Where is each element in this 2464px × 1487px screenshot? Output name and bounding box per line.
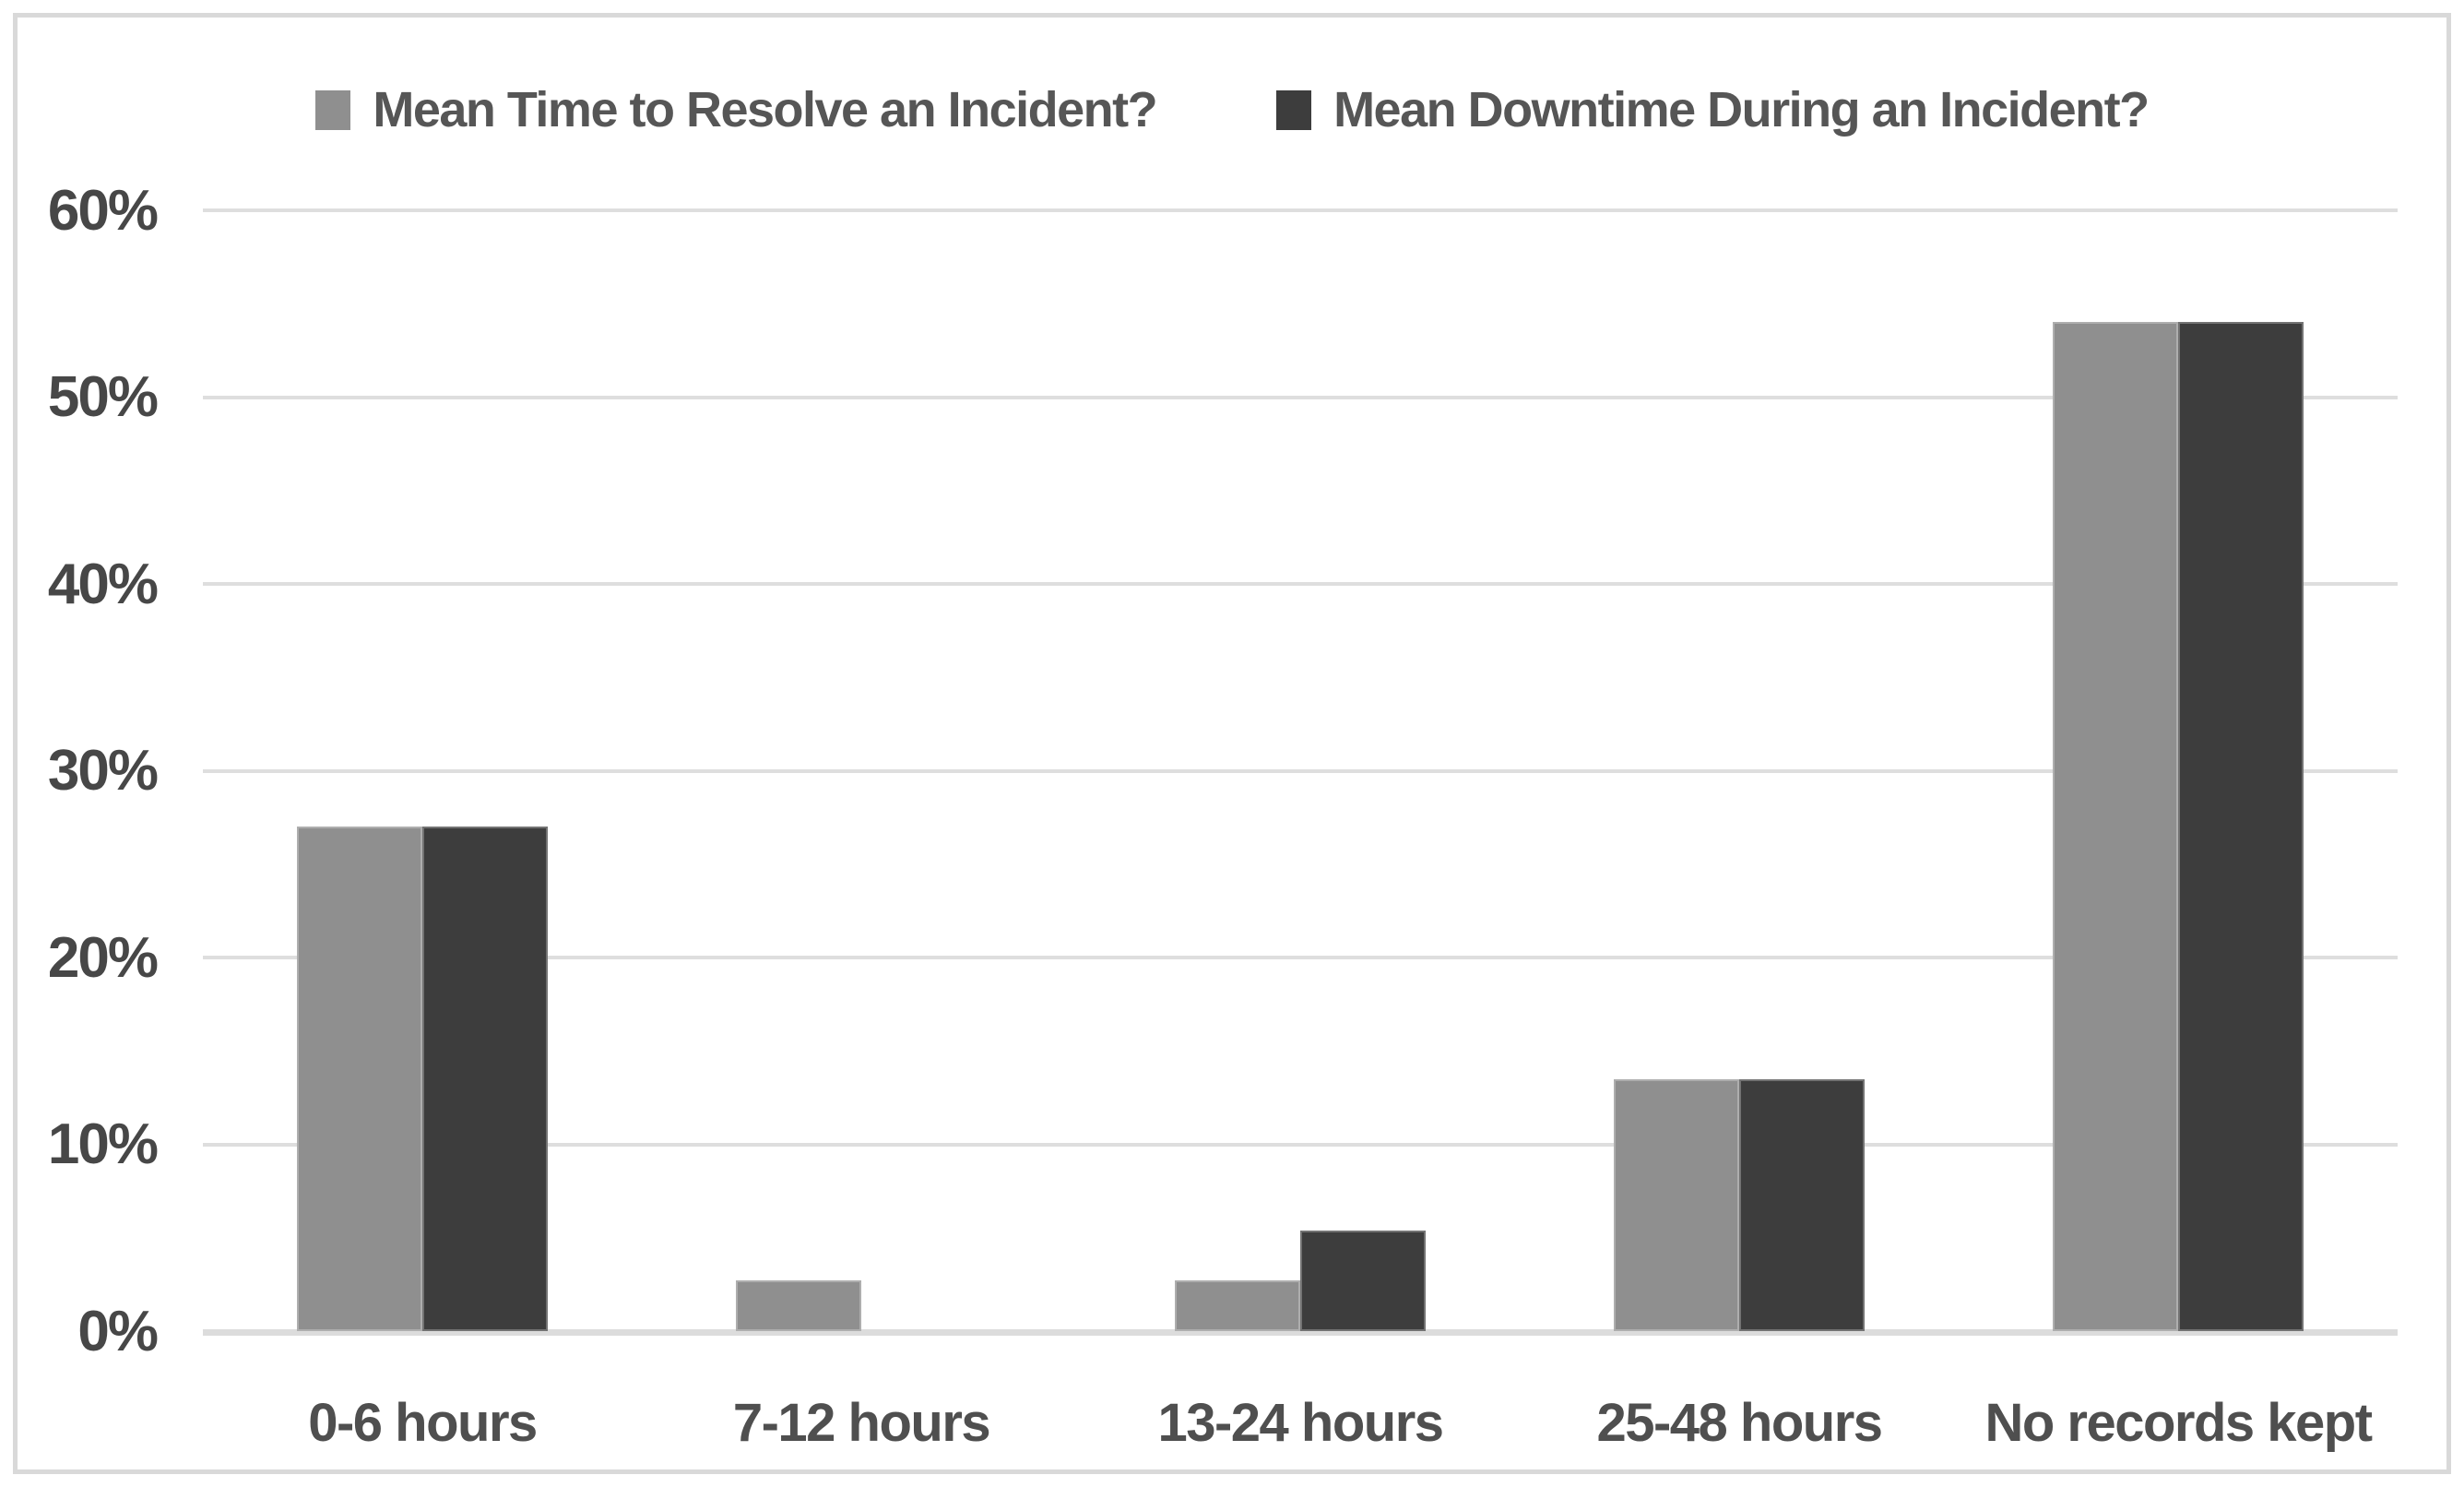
y-axis-tick-label: 20% xyxy=(47,925,159,990)
gridline xyxy=(203,395,2398,399)
y-axis-tick-label: 60% xyxy=(47,178,159,243)
x-axis-category-label: 0-6 hours xyxy=(308,1393,538,1453)
bar-downtime xyxy=(1300,1231,1426,1331)
y-axis-tick-label: 50% xyxy=(47,365,159,429)
chart-legend: Mean Time to Resolve an Incident? Mean Do… xyxy=(18,62,2446,158)
bar-resolve xyxy=(1175,1280,1300,1331)
legend-marker-icon xyxy=(1276,89,1312,130)
x-axis-category-label: 7-12 hours xyxy=(732,1393,991,1453)
legend-item-label: Mean Downtime During an Incident? xyxy=(1333,82,2150,137)
y-axis-tick-label: 30% xyxy=(47,739,159,803)
legend-item: Mean Time to Resolve an Incident? xyxy=(315,81,1158,138)
y-axis-tick-label: 10% xyxy=(47,1112,159,1176)
bar-resolve xyxy=(2053,322,2178,1331)
legend-marker-icon xyxy=(315,89,351,130)
bar-downtime xyxy=(422,827,548,1331)
x-axis-category-label: 25-48 hours xyxy=(1596,1393,1883,1453)
gridline xyxy=(203,768,2398,773)
bar-resolve xyxy=(297,827,422,1331)
y-axis-tick-label: 0% xyxy=(77,1299,159,1363)
bar-downtime xyxy=(2178,322,2304,1331)
x-axis-category-label: No records kept xyxy=(1984,1393,2373,1453)
gridline xyxy=(203,208,2398,212)
chart-frame: Mean Time to Resolve an Incident? Mean Do… xyxy=(13,13,2451,1474)
bar-resolve xyxy=(1614,1079,1739,1331)
x-axis-line xyxy=(203,1329,2398,1336)
y-axis-tick-label: 40% xyxy=(47,552,159,616)
bar-resolve xyxy=(736,1280,861,1331)
x-axis-category-label: 13-24 hours xyxy=(1157,1393,1444,1453)
gridline xyxy=(203,1142,2398,1147)
gridline xyxy=(203,956,2398,959)
legend-item-label: Mean Time to Resolve an Incident? xyxy=(373,82,1157,137)
bar-downtime xyxy=(1739,1079,1865,1331)
gridline xyxy=(203,582,2398,586)
legend-item: Mean Downtime During an Incident? xyxy=(1276,81,2150,138)
